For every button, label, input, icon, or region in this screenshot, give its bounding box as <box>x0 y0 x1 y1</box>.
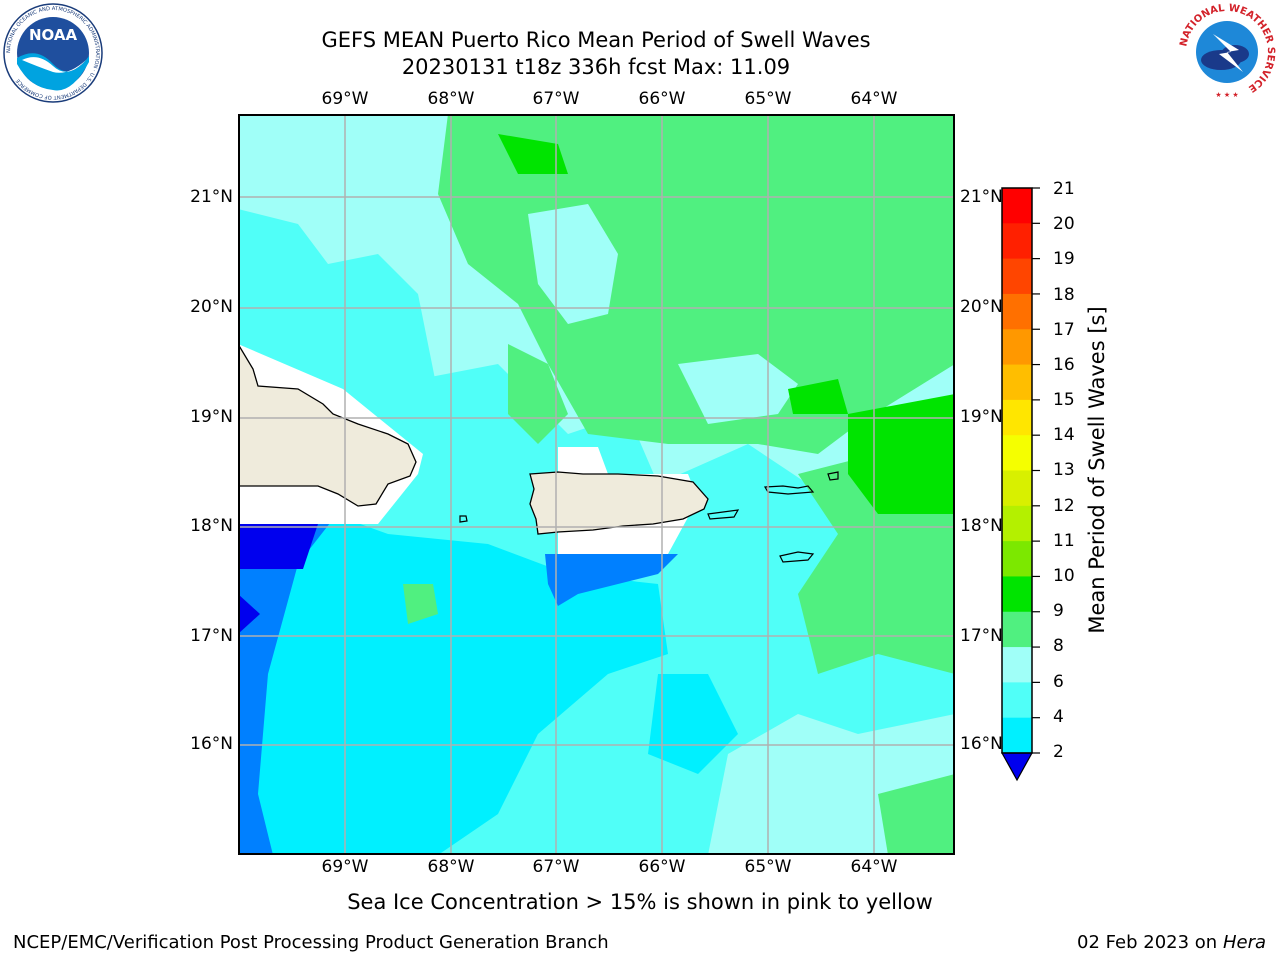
lon-label-bottom-66w: 66°W <box>638 857 686 877</box>
colorbar-tick-2: 2 <box>1053 742 1064 762</box>
colorbar-segment <box>1002 258 1032 295</box>
colorbar-segment <box>1002 399 1032 436</box>
lon-label-bottom-67w: 67°W <box>532 857 580 877</box>
colorbar-tick-11: 11 <box>1053 531 1075 551</box>
colorbar-tick-6: 6 <box>1053 672 1064 692</box>
colorbar-segment <box>1002 470 1032 507</box>
colorbar-segment <box>1002 188 1032 224</box>
colorbar <box>1000 187 1040 782</box>
map-frame <box>238 114 955 855</box>
lat-label-left-17n: 17°N <box>190 626 233 646</box>
graticule <box>238 114 955 855</box>
lon-label-bottom-65w: 65°W <box>744 857 792 877</box>
lon-label-top-65w: 65°W <box>744 89 792 109</box>
lat-label-right-18n: 18°N <box>960 516 1003 536</box>
colorbar-segment <box>1002 576 1032 613</box>
colorbar-tick-21: 21 <box>1053 179 1075 199</box>
colorbar-tick-16: 16 <box>1053 355 1075 375</box>
footer-date-text: 02 Feb 2023 on <box>1077 932 1218 953</box>
lon-label-bottom-68w: 68°W <box>427 857 475 877</box>
colorbar-segment <box>1002 505 1032 542</box>
colorbar-tick-13: 13 <box>1053 460 1075 480</box>
map-title: GEFS MEAN Puerto Rico Mean Period of Swe… <box>321 28 871 52</box>
colorbar-tick-4: 4 <box>1053 707 1064 727</box>
lon-label-top-66w: 66°W <box>638 89 686 109</box>
lat-label-left-16n: 16°N <box>190 734 233 754</box>
footer-host: Hera <box>1222 932 1266 953</box>
colorbar-under-arrow <box>1000 752 1034 782</box>
colorbar-tick-14: 14 <box>1053 425 1075 445</box>
footer-date: 02 Feb 2023 on Hera <box>1077 932 1266 953</box>
colorbar-segment <box>1002 682 1032 719</box>
colorbar-tick-8: 8 <box>1053 636 1064 656</box>
colorbar-segment <box>1002 329 1032 366</box>
st-croix-island <box>779 551 815 563</box>
lat-label-left-18n: 18°N <box>190 516 233 536</box>
colorbar-segment <box>1002 223 1032 260</box>
noaa-logo-text: NOAA <box>29 26 78 44</box>
colorbar-tick-10: 10 <box>1053 566 1075 586</box>
colorbar-segment <box>1002 541 1032 577</box>
lon-label-top-68w: 68°W <box>427 89 475 109</box>
colorbar-tick-20: 20 <box>1053 214 1075 234</box>
footer-branch: NCEP/EMC/Verification Post Processing Pr… <box>13 932 609 953</box>
colorbar-segment <box>1002 647 1032 683</box>
virgin-islands <box>763 485 815 495</box>
puerto-rico-land <box>529 471 709 535</box>
colorbar-tick-18: 18 <box>1053 285 1075 305</box>
svg-text:★ ★ ★: ★ ★ ★ <box>1215 91 1238 99</box>
colorbar-tick-12: 12 <box>1053 496 1075 516</box>
period-band-2-4 <box>238 500 348 855</box>
lon-label-top-69w: 69°W <box>321 89 369 109</box>
colorbar-tick-19: 19 <box>1053 249 1075 269</box>
period-band-9-10 <box>438 114 955 454</box>
lat-label-right-16n: 16°N <box>960 734 1003 754</box>
sea-ice-caption: Sea Ice Concentration > 15% is shown in … <box>347 890 933 914</box>
lat-label-left-21n: 21°N <box>190 187 233 207</box>
lon-label-top-64w: 64°W <box>850 89 898 109</box>
lat-label-left-19n: 19°N <box>190 407 233 427</box>
hispaniola-land <box>238 342 417 507</box>
colorbar-tick-17: 17 <box>1053 320 1075 340</box>
colorbar-label: Mean Period of Swell Waves [s] <box>1085 306 1109 634</box>
lat-label-left-20n: 20°N <box>190 297 233 317</box>
colorbar-segment <box>1002 717 1032 754</box>
lat-label-right-20n: 20°N <box>960 297 1003 317</box>
colorbar-segment <box>1002 293 1032 330</box>
lat-label-right-17n: 17°N <box>960 626 1003 646</box>
noaa-logo: NOAA NATIONAL OCEANIC AND ATMOSPHERIC AD… <box>3 3 103 103</box>
lat-label-right-19n: 19°N <box>960 407 1003 427</box>
colorbar-tick-9: 9 <box>1053 601 1064 621</box>
vieques-island <box>707 509 740 520</box>
colorbar-segment <box>1002 611 1032 648</box>
map-subtitle: 20230131 t18z 336h fcst Max: 11.09 <box>401 55 791 79</box>
lon-label-top-67w: 67°W <box>532 89 580 109</box>
colorbar-tick-15: 15 <box>1053 390 1075 410</box>
period-band-6-8 <box>238 209 438 394</box>
lon-label-bottom-64w: 64°W <box>850 857 898 877</box>
colorbar-segment <box>1002 364 1032 401</box>
lon-label-bottom-69w: 69°W <box>321 857 369 877</box>
colorbar-segment <box>1002 435 1032 471</box>
lat-label-right-21n: 21°N <box>960 187 1003 207</box>
nws-logo: NATIONAL WEATHER SERVICE ★ ★ ★ <box>1178 3 1276 100</box>
swell-period-map <box>238 114 955 855</box>
